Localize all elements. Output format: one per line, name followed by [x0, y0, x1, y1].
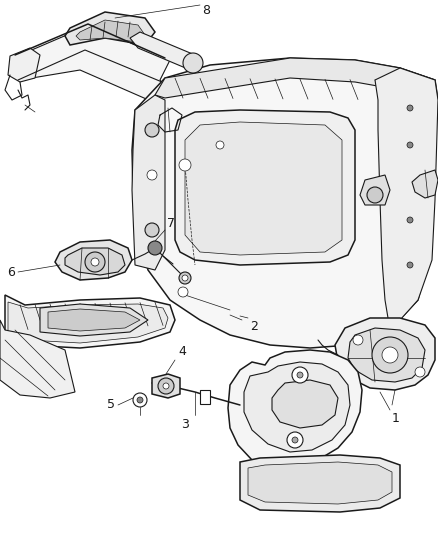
- Text: 2: 2: [250, 320, 258, 333]
- Circle shape: [372, 337, 408, 373]
- Polygon shape: [40, 304, 148, 336]
- Circle shape: [147, 170, 157, 180]
- Polygon shape: [20, 25, 170, 105]
- Polygon shape: [152, 374, 180, 398]
- Circle shape: [85, 252, 105, 272]
- Text: 6: 6: [7, 265, 15, 279]
- Polygon shape: [272, 380, 338, 428]
- Text: 1: 1: [392, 412, 400, 425]
- Polygon shape: [375, 68, 438, 330]
- Circle shape: [382, 347, 398, 363]
- Circle shape: [148, 241, 162, 255]
- Polygon shape: [155, 58, 435, 100]
- Circle shape: [367, 187, 383, 203]
- Polygon shape: [0, 320, 75, 398]
- Circle shape: [183, 53, 203, 73]
- Polygon shape: [65, 248, 125, 275]
- Polygon shape: [48, 309, 140, 331]
- Polygon shape: [412, 170, 438, 198]
- Circle shape: [353, 335, 363, 345]
- Circle shape: [407, 262, 413, 268]
- Polygon shape: [185, 122, 342, 255]
- Circle shape: [292, 367, 308, 383]
- Circle shape: [216, 141, 224, 149]
- Polygon shape: [76, 20, 145, 42]
- Circle shape: [292, 437, 298, 443]
- Circle shape: [407, 142, 413, 148]
- Text: 4: 4: [178, 345, 186, 358]
- Circle shape: [182, 275, 188, 281]
- Circle shape: [179, 272, 191, 284]
- Circle shape: [163, 383, 169, 389]
- Polygon shape: [132, 95, 165, 270]
- Text: 3: 3: [181, 418, 189, 431]
- Polygon shape: [335, 318, 435, 390]
- Polygon shape: [175, 110, 355, 265]
- Polygon shape: [5, 295, 175, 348]
- Polygon shape: [228, 350, 362, 468]
- Circle shape: [407, 217, 413, 223]
- Polygon shape: [65, 12, 155, 45]
- Text: 5: 5: [107, 399, 115, 411]
- Polygon shape: [244, 362, 350, 452]
- Polygon shape: [132, 58, 438, 348]
- Polygon shape: [8, 302, 168, 343]
- Circle shape: [297, 372, 303, 378]
- Polygon shape: [200, 390, 210, 404]
- Circle shape: [179, 159, 191, 171]
- Text: 7: 7: [167, 217, 175, 230]
- Polygon shape: [248, 462, 392, 504]
- Circle shape: [178, 287, 188, 297]
- Polygon shape: [348, 328, 425, 382]
- Polygon shape: [8, 48, 40, 82]
- Polygon shape: [360, 175, 390, 205]
- Polygon shape: [55, 240, 132, 280]
- Polygon shape: [130, 32, 200, 72]
- Circle shape: [137, 397, 143, 403]
- Circle shape: [287, 432, 303, 448]
- Circle shape: [133, 393, 147, 407]
- Circle shape: [145, 223, 159, 237]
- Circle shape: [415, 367, 425, 377]
- Text: 8: 8: [202, 4, 210, 17]
- Circle shape: [145, 123, 159, 137]
- Circle shape: [91, 258, 99, 266]
- Circle shape: [407, 105, 413, 111]
- Circle shape: [158, 378, 174, 394]
- Polygon shape: [240, 455, 400, 512]
